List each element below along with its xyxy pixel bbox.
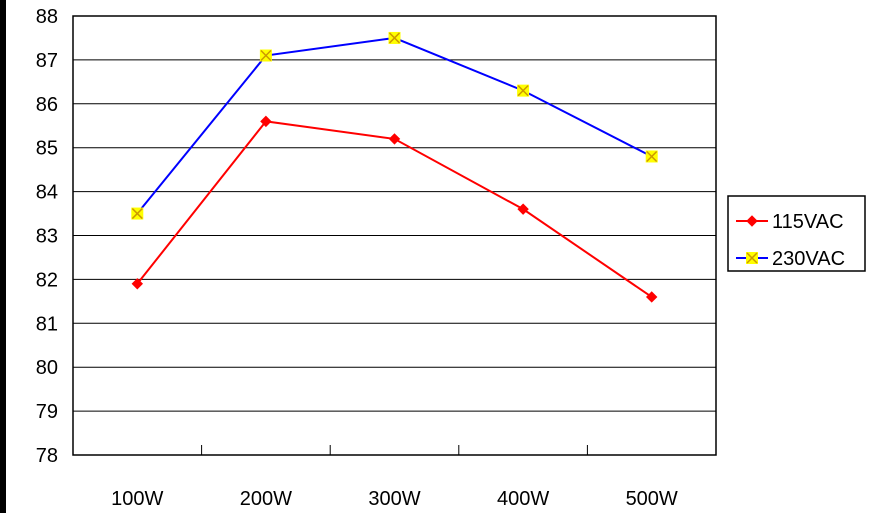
x-tick-label: 400W [497, 488, 549, 510]
x-tick-label: 300W [368, 488, 420, 510]
x-tick-label: 100W [111, 488, 163, 510]
data-point [517, 203, 529, 215]
data-point [259, 49, 272, 62]
y-tick-label: 87 [36, 50, 58, 72]
x-axis-ticks: 100W 200W 300W 400W 500W [111, 445, 678, 510]
data-point [645, 150, 658, 163]
data-point [131, 207, 144, 220]
left-edge-bar [0, 0, 6, 513]
legend-item-230VAC: 230VAC [736, 248, 845, 270]
data-point [131, 278, 144, 290]
y-tick-label: 82 [36, 269, 58, 291]
y-tick-label: 84 [36, 182, 58, 204]
series-230VAC [131, 31, 658, 220]
x-tick-label: 500W [626, 488, 678, 510]
y-tick-label: 86 [36, 94, 58, 116]
data-point [517, 84, 530, 97]
series-115VAC [131, 115, 658, 303]
data-point [388, 31, 401, 44]
data-point [645, 291, 658, 303]
data-point [388, 133, 401, 145]
gridlines [73, 59, 716, 412]
data-point [746, 252, 758, 264]
legend: 115VAC 230VAC [727, 195, 866, 272]
y-axis-tick-labels: 78 79 80 81 82 83 84 85 86 87 88 [36, 6, 58, 467]
y-tick-label: 80 [36, 357, 58, 379]
y-tick-label: 79 [36, 401, 58, 423]
legend-label: 115VAC [772, 211, 844, 233]
legend-label: 230VAC [772, 248, 845, 270]
x-tick-label: 200W [240, 488, 292, 510]
series-group [131, 31, 658, 303]
legend-item-115VAC: 115VAC [736, 211, 844, 233]
y-tick-label: 83 [36, 226, 58, 248]
y-tick-label: 81 [36, 313, 58, 335]
y-tick-label: 85 [36, 138, 58, 160]
y-tick-label: 88 [36, 6, 58, 28]
y-tick-label: 78 [36, 445, 58, 467]
data-point [746, 215, 758, 227]
data-point [260, 115, 272, 128]
